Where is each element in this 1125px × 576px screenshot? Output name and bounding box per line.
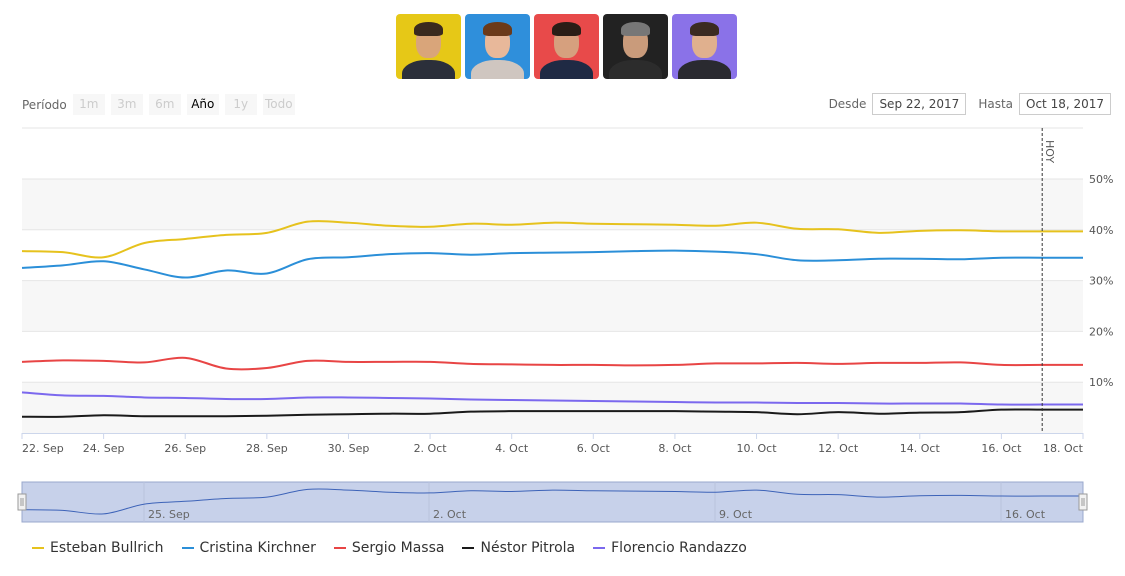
range-buttons: 1m 3m 6m Año 1y Todo — [72, 94, 301, 115]
series-line-florencio-randazzo[interactable] — [21, 391, 1083, 406]
legend-label: Florencio Randazzo — [611, 540, 747, 556]
series-line-nestor-pitrola[interactable] — [21, 408, 1083, 418]
x-tick-label: 26. Sep — [164, 442, 206, 455]
photo-body — [678, 60, 731, 79]
y-tick-label: 50% — [1089, 173, 1113, 186]
candidate-photo-florencio-randazzo[interactable] — [672, 14, 737, 79]
y-tick-label: 20% — [1089, 325, 1113, 338]
candidate-photo-cristina-kirchner[interactable] — [465, 14, 530, 79]
photo-hair — [621, 22, 650, 36]
legend-label: Néstor Pitrola — [480, 540, 576, 556]
x-tick-label: 30. Sep — [328, 442, 370, 455]
legend-item-cristina-kirchner[interactable]: Cristina Kirchner — [181, 540, 316, 556]
candidate-photo-esteban-bullrich[interactable] — [396, 14, 461, 79]
legend-label: Cristina Kirchner — [199, 540, 316, 556]
x-tick-label: 24. Sep — [83, 442, 125, 455]
plot-band — [22, 179, 1083, 230]
series-line-cristina-kirchner[interactable] — [21, 249, 1083, 279]
series-line-sergio-massa[interactable] — [21, 356, 1083, 371]
from-date-input[interactable]: Sep 22, 2017 — [872, 93, 967, 115]
legend-label: Sergio Massa — [351, 540, 445, 556]
navigator-mask[interactable] — [21, 481, 1084, 523]
x-tick-label: 4. Oct — [495, 442, 529, 455]
series-line-esteban-bullrich[interactable] — [21, 220, 1083, 259]
range-button-6m[interactable]: 6m — [148, 94, 181, 115]
navigator-tick-label: 2. Oct — [433, 508, 467, 521]
y-tick-label: 10% — [1089, 376, 1113, 389]
range-selector: Período 1m 3m 6m Año 1y Todo — [22, 94, 301, 115]
plot-band — [22, 382, 1083, 433]
period-label: Período — [22, 97, 67, 112]
range-button-todo[interactable]: Todo — [262, 94, 295, 115]
range-button-1y[interactable]: 1y — [224, 94, 257, 115]
photo-body — [540, 60, 593, 79]
navigator-tick-label: 25. Sep — [148, 508, 190, 521]
x-tick-label: 16. Oct — [981, 442, 1022, 455]
legend-swatch — [593, 547, 606, 549]
candidate-photos — [396, 14, 737, 79]
x-tick-label: 12. Oct — [818, 442, 859, 455]
x-tick-label: 18. Oct — [1043, 442, 1084, 455]
legend-swatch — [32, 547, 44, 549]
legend-item-sergio-massa[interactable]: Sergio Massa — [333, 540, 445, 556]
navigator-handle-left[interactable] — [17, 493, 27, 511]
legend-swatch — [462, 547, 475, 549]
x-tick-label: 14. Oct — [900, 442, 941, 455]
to-label: Hasta — [978, 97, 1013, 111]
today-label: HOY — [1043, 140, 1056, 163]
photo-body — [402, 60, 455, 79]
legend-item-esteban-bullrich[interactable]: Esteban Bullrich — [32, 540, 164, 556]
y-tick-label: 30% — [1089, 275, 1113, 288]
y-tick-label: 40% — [1089, 224, 1113, 237]
photo-hair — [414, 22, 443, 36]
to-date-input[interactable]: Oct 18, 2017 — [1019, 93, 1111, 115]
plot-band — [22, 280, 1083, 332]
range-button-1m[interactable]: 1m — [72, 94, 105, 115]
candidate-photo-sergio-massa[interactable] — [534, 14, 599, 79]
range-button-3m[interactable]: 3m — [110, 94, 143, 115]
photo-body — [609, 60, 662, 79]
navigator-handle-right[interactable] — [1078, 493, 1088, 511]
x-tick-label: 8. Oct — [658, 442, 692, 455]
legend-item-florencio-randazzo[interactable]: Florencio Randazzo — [593, 540, 747, 556]
navigator-tick-label: 9. Oct — [719, 508, 753, 521]
range-button-ano[interactable]: Año — [186, 94, 219, 115]
candidate-photo-nestor-pitrola[interactable] — [603, 14, 668, 79]
legend-item-nestor-pitrola[interactable]: Néstor Pitrola — [462, 540, 575, 556]
legend-swatch — [333, 547, 346, 549]
navigator-series-line — [21, 488, 1083, 515]
navigator-tick-label: 16. Oct — [1005, 508, 1046, 521]
date-range-inputs: Desde Sep 22, 2017 Hasta Oct 18, 2017 — [829, 93, 1111, 115]
from-label: Desde — [828, 97, 867, 111]
x-tick-label: 22. Sep — [22, 442, 64, 455]
legend-label: Esteban Bullrich — [50, 540, 164, 556]
x-tick-label: 6. Oct — [577, 442, 611, 455]
chart-legend: Esteban Bullrich Cristina Kirchner Sergio … — [32, 540, 765, 556]
photo-body — [471, 60, 524, 79]
photo-hair — [690, 22, 719, 36]
photo-hair — [552, 22, 581, 36]
x-tick-label: 28. Sep — [246, 442, 288, 455]
x-tick-label: 10. Oct — [737, 442, 778, 455]
photo-hair — [483, 22, 512, 36]
legend-swatch — [181, 547, 194, 549]
x-tick-label: 2. Oct — [414, 442, 448, 455]
